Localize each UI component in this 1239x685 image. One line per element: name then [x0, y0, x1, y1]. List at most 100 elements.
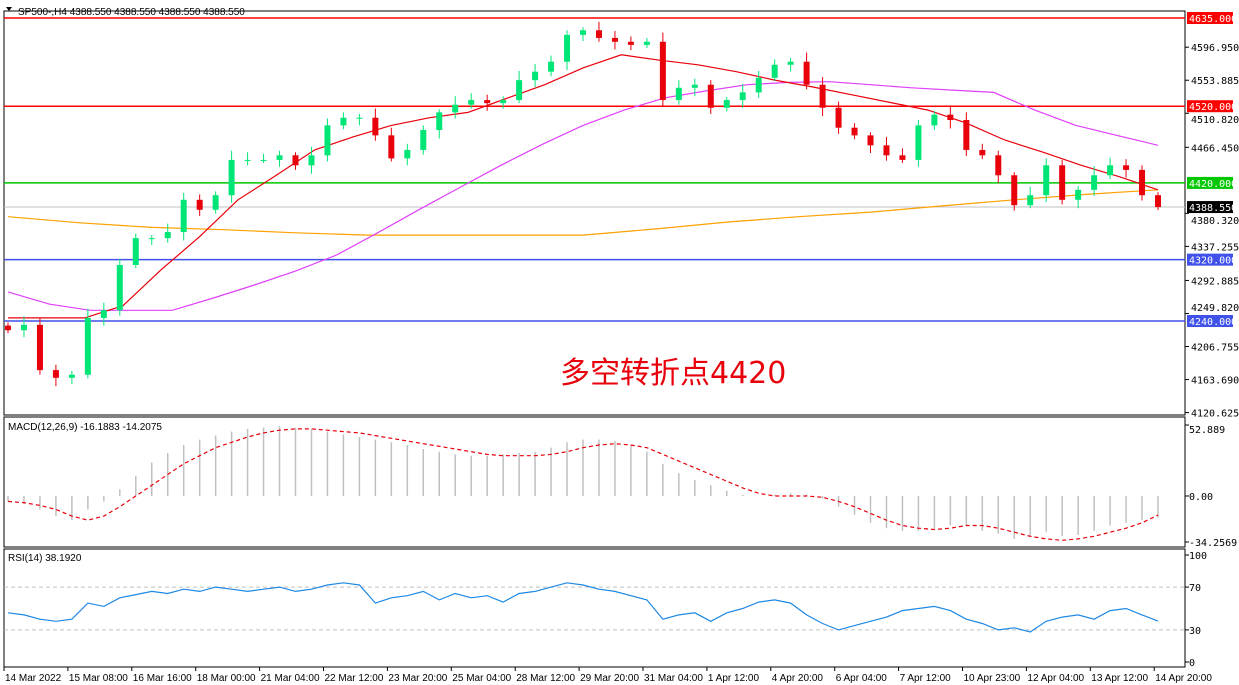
- candle-body: [468, 100, 475, 105]
- time-tick-label: 28 Mar 12:00: [516, 673, 575, 684]
- price-tick-label: 4292.885: [1191, 276, 1239, 287]
- candle-body: [1123, 165, 1130, 170]
- candle-body: [372, 117, 379, 136]
- candle-body: [787, 61, 794, 65]
- price-tick-label: 4120.625: [1191, 409, 1239, 420]
- candle-body: [803, 61, 810, 85]
- rsi-panel[interactable]: [3, 548, 1186, 668]
- macd-panel[interactable]: [3, 416, 1186, 548]
- time-tick-label: 16 Mar 16:00: [133, 673, 192, 684]
- macd-title: MACD(12,26,9) -16.1883 -14.2075: [8, 422, 162, 433]
- rsi-tick-label: 70: [1189, 583, 1201, 594]
- candle-body: [228, 159, 235, 196]
- price-tick-label: 4596.950: [1191, 43, 1239, 54]
- level-price-tag: [1187, 253, 1233, 266]
- price-tick-label: 4553.885: [1191, 76, 1239, 87]
- annotation-text: 多空转折点4420: [560, 356, 786, 391]
- price-tick-label: 4510.820: [1191, 115, 1239, 126]
- time-tick-label: 14 Apr 20:00: [1155, 673, 1212, 684]
- time-tick-label: 22 Mar 12:00: [325, 673, 384, 684]
- candle-body: [659, 41, 666, 101]
- candle-body: [244, 159, 251, 161]
- candle-body: [100, 310, 107, 318]
- ma-mid-line: [7, 81, 1159, 311]
- candle-body: [404, 149, 411, 159]
- level-price-label: 4320.000: [1189, 256, 1237, 267]
- candle-body: [1107, 165, 1114, 176]
- macd-tick-label: 0.00: [1189, 492, 1213, 503]
- candle-body: [1043, 165, 1050, 196]
- candle-body: [595, 30, 602, 38]
- candle-body: [548, 61, 555, 72]
- time-tick-label: 12 Apr 04:00: [1027, 673, 1084, 684]
- candle-body: [915, 125, 922, 160]
- price-tick-label: 4163.690: [1191, 376, 1239, 387]
- candle-body: [643, 41, 650, 45]
- candle-body: [196, 199, 203, 210]
- candle-body: [116, 265, 123, 311]
- candle-body: [899, 155, 906, 160]
- candle-body: [260, 159, 267, 161]
- time-tick-label: 13 Apr 12:00: [1091, 673, 1148, 684]
- candle-body: [580, 30, 586, 35]
- candle-body: [484, 100, 491, 104]
- candle-body: [324, 125, 331, 156]
- time-tick-label: 4 Apr 20:00: [772, 673, 824, 684]
- candle-body: [771, 64, 778, 78]
- candle-body: [52, 370, 59, 378]
- candle-body: [963, 120, 970, 150]
- candle-body: [851, 127, 858, 136]
- rsi-title: RSI(14) 38.1920: [8, 553, 82, 564]
- candle-body: [84, 317, 91, 375]
- candle-body: [835, 107, 842, 128]
- candle-body: [516, 80, 523, 101]
- time-tick-label: 7 Apr 12:00: [900, 673, 952, 684]
- candle-body: [452, 104, 459, 113]
- time-tick-label: 6 Apr 04:00: [836, 673, 888, 684]
- current-price-label: 4388.550: [1189, 203, 1237, 214]
- time-tick-label: 23 Mar 20:00: [388, 673, 447, 684]
- candle-body: [212, 195, 219, 210]
- candle-body: [5, 325, 11, 331]
- candle-body: [36, 324, 43, 371]
- price-tick-label: 4249.820: [1191, 303, 1239, 314]
- symbol-title: SP500-,H4 4388.550 4388.550 4388.550 438…: [18, 7, 245, 18]
- candle-body: [627, 41, 634, 45]
- rsi-tick-label: 0: [1189, 658, 1195, 669]
- candle-body: [532, 71, 539, 81]
- candle-body: [755, 77, 762, 93]
- candle-body: [276, 155, 283, 160]
- dropdown-triangle-icon[interactable]: [6, 7, 12, 11]
- price-tick-label: 4206.755: [1191, 343, 1239, 354]
- candle-body: [292, 155, 299, 166]
- candle-body: [388, 135, 395, 159]
- level-price-label: 4240.000: [1189, 317, 1237, 328]
- candle-body: [1011, 175, 1018, 206]
- panel-frames: [3, 10, 1186, 668]
- time-tick-label: 25 Mar 04:00: [452, 673, 511, 684]
- price-tick-label: 4466.450: [1191, 143, 1239, 154]
- candle-body: [164, 232, 171, 239]
- macd-panel-content: [7, 426, 1159, 541]
- candle-body: [723, 100, 730, 108]
- current-price-tag: [1187, 201, 1233, 214]
- macd-signal-line: [7, 428, 1159, 541]
- level-price-tag: [1187, 12, 1233, 24]
- candle-body: [819, 84, 826, 108]
- candle-body: [68, 374, 75, 378]
- price-panel-content: [4, 17, 1185, 387]
- level-price-tag: [1187, 176, 1233, 189]
- candle-body: [1139, 169, 1146, 196]
- candle-body: [1091, 175, 1098, 190]
- candle-body: [867, 135, 874, 146]
- macd-tick-label: 52.889: [1189, 425, 1225, 436]
- axes: 4635.000 4520.000 4420.000 4320.000 4240.000…: [3, 12, 1239, 684]
- candle-body: [979, 149, 986, 156]
- time-tick-label: 10 Apr 23:00: [964, 673, 1021, 684]
- candle-body: [420, 129, 427, 150]
- rsi-tick-label: 30: [1189, 626, 1201, 637]
- candle-body: [995, 155, 1002, 176]
- level-price-label: 4420.000: [1189, 179, 1237, 190]
- ma-slow-line: [7, 189, 1159, 236]
